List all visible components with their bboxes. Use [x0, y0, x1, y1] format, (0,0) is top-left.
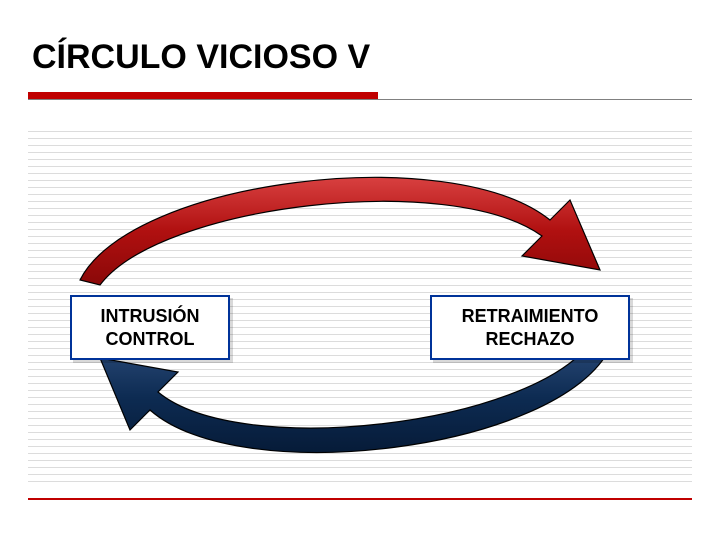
page-title: CÍRCULO VICIOSO V: [32, 38, 370, 77]
node-intrusion-control: INTRUSIÓN CONTROL: [70, 295, 230, 360]
title-underline-red: [28, 92, 378, 99]
arrow-top-red: [70, 150, 630, 290]
footer-line: [28, 498, 692, 500]
node-left-line2: CONTROL: [86, 328, 214, 351]
node-right-line2: RECHAZO: [446, 328, 614, 351]
node-left-line1: INTRUSIÓN: [86, 305, 214, 328]
node-right-line1: RETRAIMIENTO: [446, 305, 614, 328]
cycle-diagram: INTRUSIÓN CONTROL RETRAIMIENTO RECHAZO: [50, 140, 670, 480]
arrow-bottom-blue: [70, 340, 630, 480]
title-underline-gray: [28, 99, 692, 100]
node-retraimiento-rechazo: RETRAIMIENTO RECHAZO: [430, 295, 630, 360]
